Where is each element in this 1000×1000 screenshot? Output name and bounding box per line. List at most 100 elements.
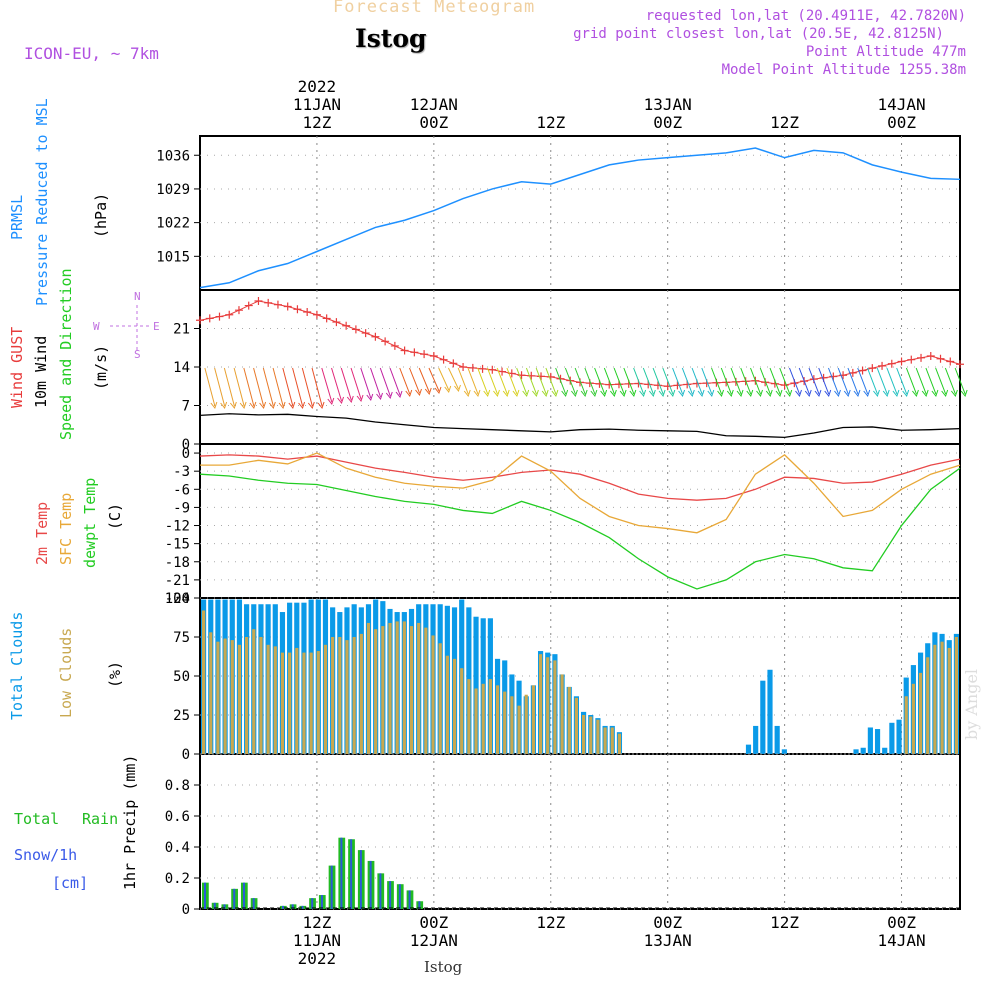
bottom-axis-label: 00Z [419, 913, 448, 932]
total-cloud-bar [745, 744, 752, 754]
legend-cm: [cm] [52, 874, 88, 892]
bottom-axis-label: 00Z [653, 913, 682, 932]
panel-frame [199, 443, 961, 599]
total-cloud-bar [760, 680, 766, 754]
wind-arrow [506, 367, 518, 395]
low-cloud-bar [280, 652, 285, 754]
compass-w: W [93, 320, 100, 333]
gust-marker [439, 355, 448, 364]
snow-bar [301, 905, 304, 909]
gust-marker [936, 354, 945, 363]
wind-arrow [944, 367, 956, 395]
wind-arrow [262, 367, 274, 407]
total-cloud-bar [860, 747, 866, 754]
grid-point-coords: grid point closest lon,lat (20.5E, 42.81… [573, 26, 944, 42]
wind-arrow [340, 367, 352, 401]
low-cloud-bar [474, 688, 478, 754]
sfc-temp-line [200, 452, 961, 534]
low-cloud-bar [574, 697, 578, 754]
wind-arrow [935, 367, 947, 395]
low-cloud-bar [495, 685, 500, 754]
low-cloud-bar [230, 640, 234, 754]
low-cloud-bar [316, 651, 320, 754]
wind-arrow [925, 367, 937, 395]
gust-marker [498, 367, 507, 376]
wind-arrow-head [580, 389, 588, 398]
low-cloud-bar [388, 622, 392, 754]
gust-marker [273, 300, 282, 309]
wind-arrow-head [502, 389, 510, 398]
low-cloud-bar [904, 696, 908, 754]
gust-marker [468, 363, 477, 372]
snow-bar [408, 890, 411, 909]
wind-arrow [837, 367, 849, 395]
y-tick-label: 0.6 [165, 809, 190, 825]
snow-bar [242, 882, 245, 909]
wind-arrow [350, 367, 362, 400]
y-tick-label: 0.4 [165, 840, 190, 856]
wind-arrow [827, 367, 839, 395]
low-cloud-bar [933, 644, 937, 754]
wind-arrow [896, 367, 908, 395]
low-cloud-bar [531, 685, 535, 754]
gust-marker [868, 364, 877, 373]
wind-arrow [370, 367, 381, 398]
bottom-axis-label: 11JAN [293, 931, 341, 950]
wind-arrow-head [814, 389, 822, 398]
wind-arrow [720, 367, 732, 395]
wind-arrow-head [873, 389, 880, 398]
wind-arrow [633, 367, 645, 395]
ylabel-gust: Wind GUST [8, 327, 26, 408]
gust-marker [371, 332, 380, 341]
snow-bar [340, 837, 343, 909]
wind-arrow-head [541, 389, 549, 398]
total-cloud-bar [781, 749, 787, 754]
wind-arrow [223, 367, 235, 407]
wind-arrow-head [483, 389, 491, 398]
snow-bar [398, 884, 401, 909]
bottom-axis-label: 00Z [887, 913, 916, 932]
wind-arrow-head [600, 389, 608, 398]
snow-bar [350, 839, 353, 909]
wind-arrow [594, 367, 606, 395]
low-cloud-bar [445, 655, 449, 754]
low-cloud-bar [273, 646, 277, 754]
t2m-line [199, 454, 961, 501]
ylabel-speed: Speed and Direction [57, 268, 75, 440]
low-cloud-bar [546, 657, 550, 754]
y-tick-label: 100 [165, 591, 190, 607]
wind-arrow [399, 367, 411, 395]
wind-arrow-head [493, 389, 500, 398]
wind-arrow-head [678, 389, 686, 398]
y-tick-label: 1022 [156, 216, 190, 232]
wind-arrow [486, 367, 498, 395]
wind-arrow-head [687, 389, 695, 398]
y-tick-label: 0.8 [165, 778, 190, 794]
top-axis-label: 12Z [302, 113, 331, 132]
wind-arrow [759, 367, 771, 395]
gust-marker [527, 371, 536, 380]
wind-arrow [730, 367, 742, 395]
low-cloud-bar [259, 637, 263, 754]
snow-bar [369, 860, 372, 909]
total-cloud-bar [753, 725, 759, 754]
ylabel-t2m: 2m Temp [33, 502, 51, 565]
wind-arrow-head [736, 389, 744, 398]
y-tick-label: -3 [173, 464, 190, 480]
gust-marker [312, 310, 321, 319]
wind-arrow-head [405, 389, 413, 398]
bottom-axis-label: 12Z [302, 913, 331, 932]
wind-arrow [847, 367, 859, 395]
bottom-axis-label: 14JAN [877, 931, 925, 950]
wind-arrow-head [668, 389, 676, 398]
low-cloud-bar [409, 626, 414, 754]
wind-arrow-head [570, 389, 578, 398]
y-tick-label: 21 [173, 322, 190, 338]
chart-title: Forecast Meteogram [333, 0, 536, 17]
wind-arrow-head [746, 389, 754, 398]
wind-arrow [740, 367, 752, 395]
panel-frame [199, 135, 961, 291]
gust-marker [653, 381, 662, 390]
y-tick-label: 1029 [156, 182, 190, 198]
snow-bar [233, 888, 236, 909]
